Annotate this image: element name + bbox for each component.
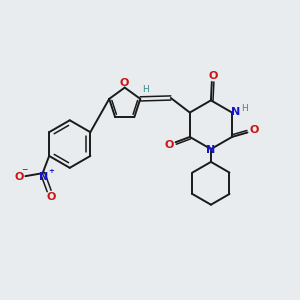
Text: O: O <box>15 172 24 182</box>
Text: O: O <box>164 140 174 150</box>
Text: H: H <box>142 85 149 94</box>
Text: O: O <box>208 71 218 81</box>
Text: O: O <box>249 125 259 135</box>
Text: N: N <box>40 172 49 182</box>
Text: O: O <box>46 192 56 202</box>
Text: O: O <box>119 77 129 88</box>
Text: H: H <box>241 103 248 112</box>
Text: N: N <box>206 145 216 155</box>
Text: −: − <box>21 165 27 174</box>
Text: N: N <box>231 107 240 117</box>
Text: +: + <box>48 168 54 174</box>
